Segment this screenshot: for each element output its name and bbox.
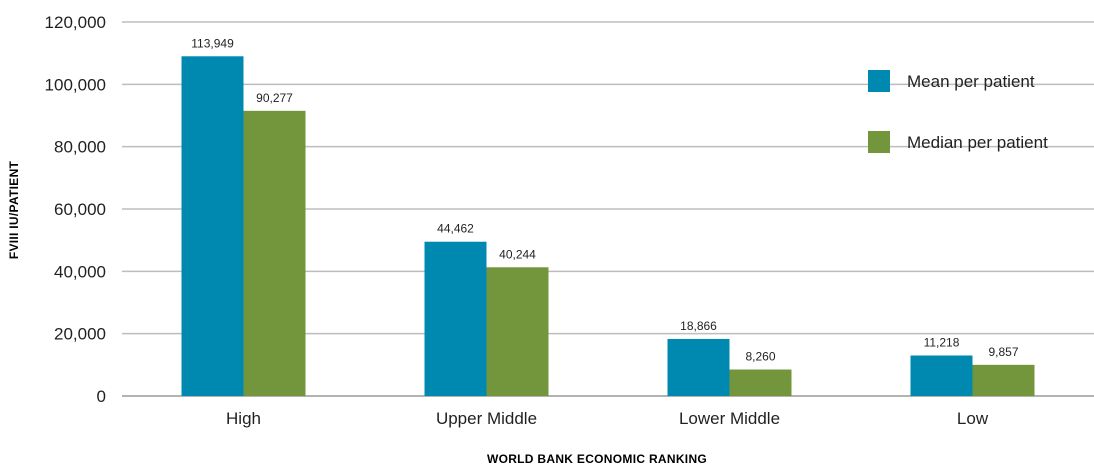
bar-mean-high: [181, 56, 244, 397]
bars: [181, 56, 1035, 397]
data-label: 8,260: [745, 350, 775, 364]
data-label: 9,857: [988, 345, 1018, 359]
legend-swatch: [868, 131, 890, 153]
bar-mean-lower-middle: [667, 338, 730, 396]
bar-median-low: [972, 364, 1035, 396]
y-tick-label: 20,000: [54, 325, 106, 344]
x-tick-label: Low: [957, 409, 989, 428]
x-axis-title: WORLD BANK ECONOMIC RANKING: [487, 452, 707, 466]
y-axis-title: FVIII IU/PATIENT: [7, 160, 21, 259]
x-tick-label: High: [226, 409, 261, 428]
data-label: 44,462: [437, 222, 474, 236]
y-tick-label: 120,000: [45, 13, 106, 32]
x-tick-labels: High Upper Middle Lower Middle Low: [226, 409, 989, 428]
data-label: 40,244: [499, 247, 536, 261]
data-label: 90,277: [256, 91, 293, 105]
x-tick-label: Lower Middle: [679, 409, 780, 428]
legend-label: Median per patient: [907, 133, 1048, 152]
data-label: 11,218: [924, 335, 960, 349]
bar-mean-upper-middle: [424, 241, 487, 396]
legend: Mean per patient Median per patient: [868, 70, 1048, 153]
y-tick-label: 60,000: [54, 200, 106, 219]
legend-swatch: [868, 70, 890, 92]
legend-label: Mean per patient: [907, 72, 1035, 91]
data-label: 113,949: [191, 36, 234, 50]
y-tick-labels: 0 20,000 40,000 60,000 80,000 100,000 120,000: [45, 13, 106, 406]
bar-median-upper-middle: [486, 267, 549, 396]
bar-median-lower-middle: [729, 369, 792, 396]
x-tick-label: Upper Middle: [436, 409, 537, 428]
y-tick-label: 100,000: [45, 75, 106, 94]
bar-mean-low: [910, 355, 973, 396]
data-label: 18,866: [680, 319, 717, 333]
y-tick-label: 40,000: [54, 262, 106, 281]
data-labels: 113,949 90,277 44,462 40,244 18,866 8,260 11,2…: [191, 36, 1019, 363]
bar-median-high: [243, 110, 306, 396]
y-tick-label: 0: [97, 387, 106, 406]
y-tick-label: 80,000: [54, 138, 106, 157]
